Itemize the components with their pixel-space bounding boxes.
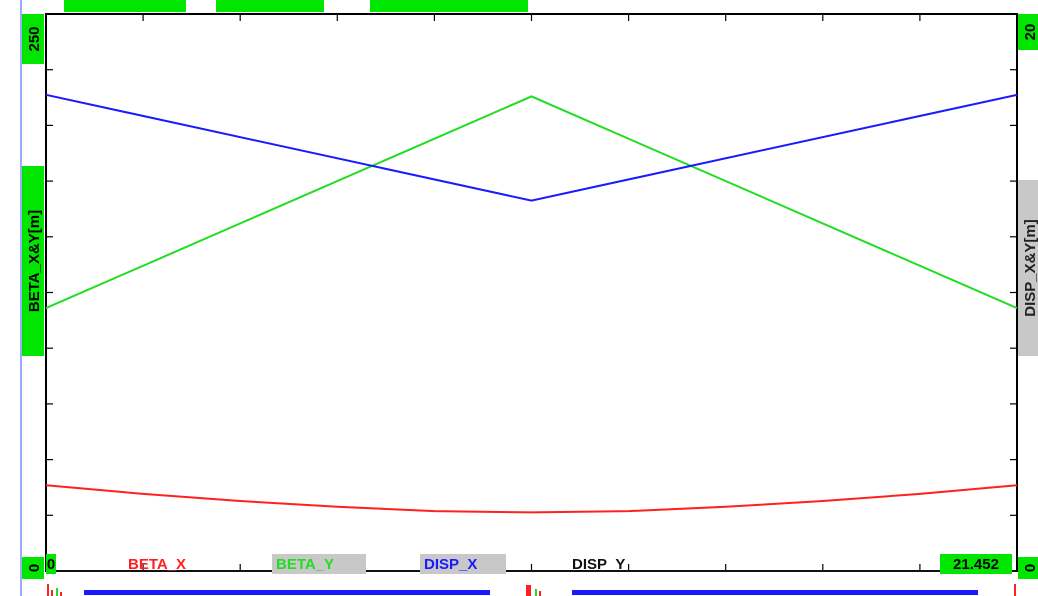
- lattice-magnet-center[interactable]: [526, 585, 531, 596]
- legend-disp-x[interactable]: DISP_X: [424, 556, 477, 573]
- x-axis-max-label: 21.452: [953, 556, 999, 573]
- x-max-tag: [940, 554, 1012, 574]
- left-max-tag: [22, 14, 44, 64]
- right-axis-label-tag: [1018, 180, 1038, 356]
- x-min-tag: [46, 554, 56, 574]
- legend-beta-x[interactable]: BETA_X: [128, 556, 186, 573]
- left-axis-min-label: 0: [26, 564, 43, 572]
- series-line-beta-x: [45, 484, 1018, 514]
- legend-beta-y-bg: [272, 554, 366, 574]
- right-min-tag: [1018, 557, 1038, 579]
- legend: BETA_X BETA_Y DISP_X DISP_Y: [128, 554, 625, 574]
- plot-frame: [45, 13, 1018, 572]
- left-axis-title: BETA_X&Y[m]: [26, 210, 43, 312]
- legend-beta-y[interactable]: BETA_Y: [276, 556, 334, 573]
- legend-disp-x-bg: [420, 554, 506, 574]
- top-tab-1[interactable]: [64, 0, 186, 12]
- lattice-drift-2[interactable]: [572, 590, 978, 595]
- left-axis-label-tag: [22, 166, 44, 356]
- x-axis-min-label: 0: [47, 556, 55, 573]
- right-axis-title: DISP_X&Y[m]: [1022, 219, 1038, 317]
- left-min-tag: [22, 557, 44, 579]
- legend-disp-y[interactable]: DISP_Y: [572, 556, 625, 573]
- series-line-beta-y: [45, 95, 1018, 310]
- series-line-disp-x: [45, 93, 1018, 202]
- lattice-strip: [47, 584, 1016, 596]
- right-max-tag: [1018, 14, 1038, 50]
- right-axis-min-label: 0: [1022, 564, 1038, 572]
- right-axis-max-label: 20: [1022, 24, 1038, 41]
- series-group: [45, 93, 1018, 572]
- lattice-drift-1[interactable]: [84, 590, 490, 595]
- top-tab-2[interactable]: [216, 0, 324, 12]
- top-tab-3[interactable]: [370, 0, 528, 12]
- left-axis-max-label: 250: [26, 26, 43, 51]
